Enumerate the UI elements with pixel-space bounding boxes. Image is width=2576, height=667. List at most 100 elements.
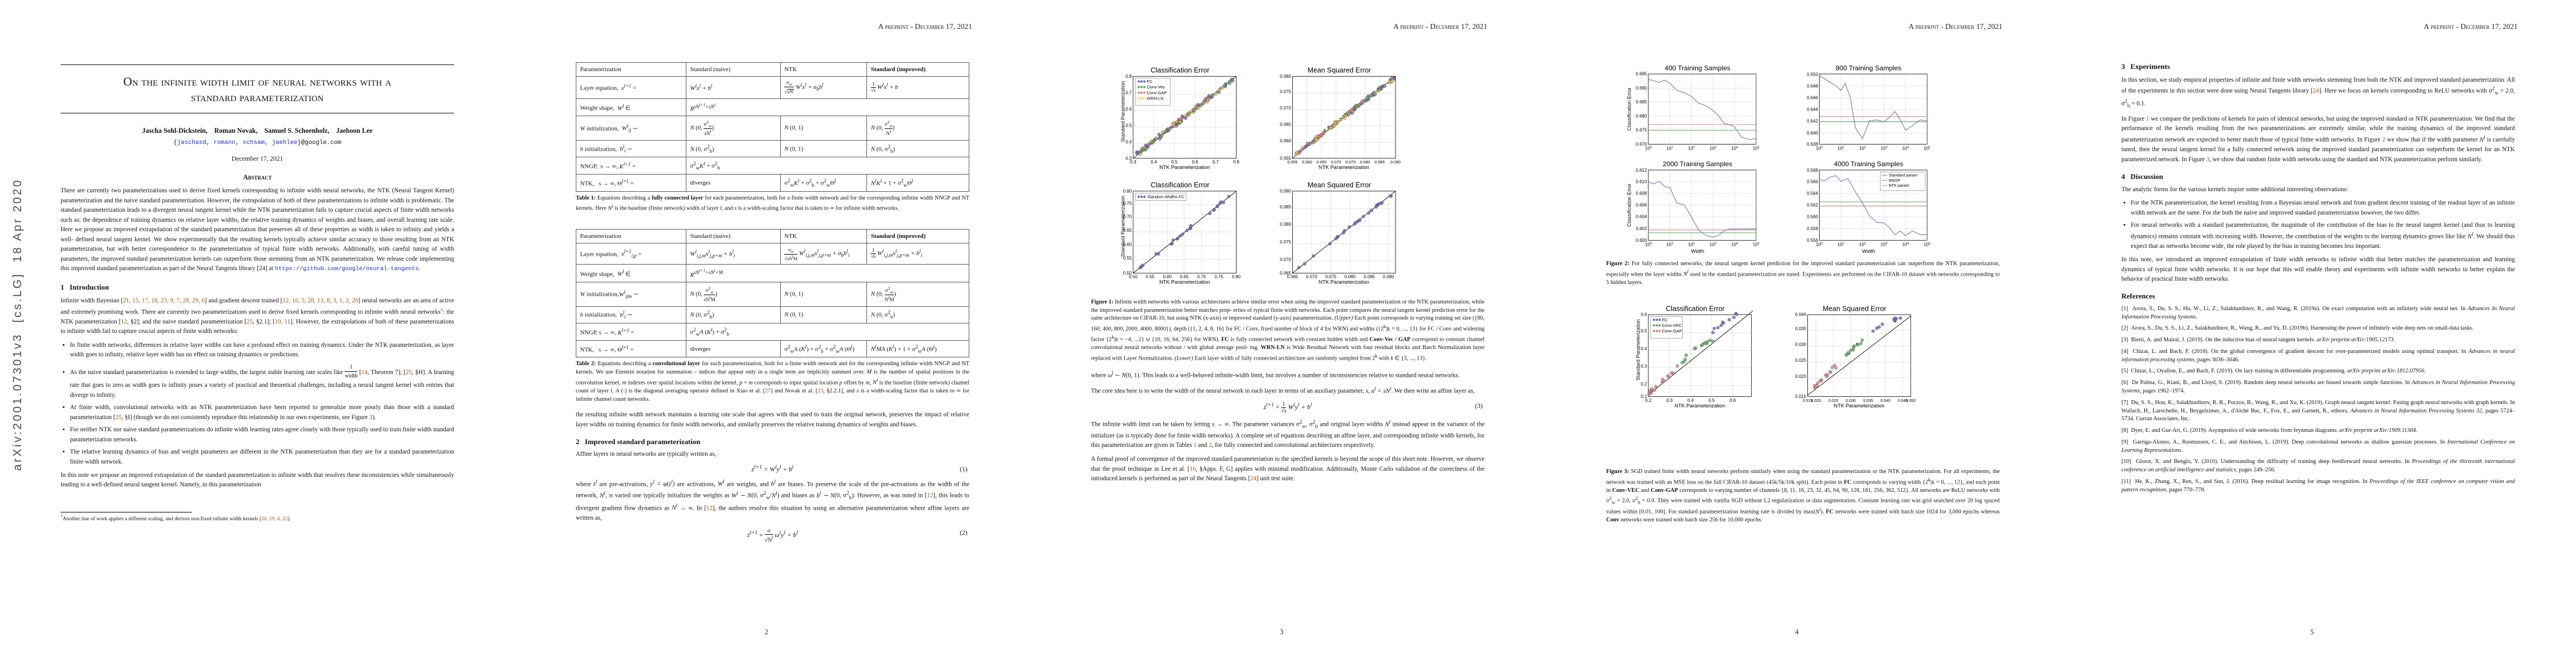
svg-text:104: 104 xyxy=(1902,242,1910,247)
svg-text:0.4: 0.4 xyxy=(1641,346,1647,351)
svg-text:Classification Error: Classification Error xyxy=(1627,88,1632,131)
svg-text:103: 103 xyxy=(1710,242,1717,247)
svg-text:104: 104 xyxy=(1731,242,1738,247)
svg-text:101: 101 xyxy=(1667,146,1673,151)
svg-text:103: 103 xyxy=(1881,242,1888,247)
svg-text:0.060: 0.060 xyxy=(1280,138,1292,143)
svg-text:0.020: 0.020 xyxy=(1811,399,1821,403)
svg-text:0.650: 0.650 xyxy=(1807,72,1818,77)
svg-text:0.562: 0.562 xyxy=(1807,203,1818,208)
svg-text:0.695: 0.695 xyxy=(1636,72,1647,77)
svg-text:FC: FC xyxy=(1662,317,1668,322)
svg-text:0.8: 0.8 xyxy=(1125,74,1132,79)
svg-text:Conv-GAP: Conv-GAP xyxy=(1147,90,1167,95)
svg-text:0.055: 0.055 xyxy=(1287,160,1297,165)
svg-text:0.5: 0.5 xyxy=(1171,160,1178,165)
svg-text:Classification Error: Classification Error xyxy=(1150,67,1209,74)
svg-text:0.80: 0.80 xyxy=(1123,188,1132,193)
svg-text:0.568: 0.568 xyxy=(1807,168,1818,173)
svg-text:0.644: 0.644 xyxy=(1807,107,1818,112)
svg-text:Standard Parameterization: Standard Parameterization xyxy=(1120,81,1126,142)
svg-text:Width: Width xyxy=(1862,248,1875,254)
svg-text:101: 101 xyxy=(1667,242,1673,247)
svg-text:0.050: 0.050 xyxy=(1906,399,1916,403)
svg-text:102: 102 xyxy=(1688,146,1695,151)
svg-text:0.55: 0.55 xyxy=(1145,275,1154,280)
svg-text:0.3: 0.3 xyxy=(1641,364,1647,369)
svg-text:103: 103 xyxy=(1710,146,1717,151)
svg-text:101: 101 xyxy=(1837,146,1844,151)
svg-text:0.085: 0.085 xyxy=(1364,275,1376,280)
svg-text:0.608: 0.608 xyxy=(1636,191,1647,196)
svg-text:0.4: 0.4 xyxy=(1150,160,1157,165)
svg-text:0.085: 0.085 xyxy=(1280,205,1292,210)
svg-text:0.090: 0.090 xyxy=(1280,188,1292,193)
svg-text:Random Widths FC: Random Widths FC xyxy=(1148,195,1185,200)
svg-text:0.090: 0.090 xyxy=(1391,160,1401,165)
svg-text:Classification Error: Classification Error xyxy=(1150,181,1209,189)
svg-text:0.060: 0.060 xyxy=(1302,160,1312,165)
svg-text:0.075: 0.075 xyxy=(1326,275,1337,280)
svg-text:Classification Error: Classification Error xyxy=(1627,183,1632,227)
svg-text:0.5: 0.5 xyxy=(1708,398,1715,403)
svg-text:0.080: 0.080 xyxy=(1280,222,1292,227)
svg-text:NTK Parameterization: NTK Parameterization xyxy=(1834,403,1885,409)
svg-text:0.5: 0.5 xyxy=(1125,123,1132,128)
svg-text:0.080: 0.080 xyxy=(1280,74,1292,79)
svg-text:0.5: 0.5 xyxy=(1641,328,1647,334)
svg-text:0.080: 0.080 xyxy=(1344,275,1356,280)
svg-text:Standard Parameterization: Standard Parameterization xyxy=(1120,196,1126,257)
svg-text:0.606: 0.606 xyxy=(1636,203,1647,208)
svg-text:0.50: 0.50 xyxy=(1129,275,1138,280)
svg-text:NNGP: NNGP xyxy=(1889,178,1900,183)
svg-text:0.648: 0.648 xyxy=(1807,84,1818,89)
svg-text:Standard param: Standard param xyxy=(1889,173,1917,178)
svg-text:Width: Width xyxy=(1691,248,1705,254)
svg-text:0.566: 0.566 xyxy=(1807,180,1818,185)
svg-text:0.610: 0.610 xyxy=(1636,180,1647,185)
svg-text:0.6: 0.6 xyxy=(1192,160,1199,165)
svg-text:101: 101 xyxy=(1837,242,1844,247)
svg-text:NTK param: NTK param xyxy=(1889,183,1909,188)
svg-text:0.612: 0.612 xyxy=(1636,168,1647,173)
svg-text:0.675: 0.675 xyxy=(1636,128,1647,133)
svg-text:0.642: 0.642 xyxy=(1807,119,1818,124)
svg-text:Conv-Vec: Conv-Vec xyxy=(1147,84,1165,89)
svg-text:NTK Parameterization: NTK Parameterization xyxy=(1319,280,1369,285)
svg-text:Mean Squared Error: Mean Squared Error xyxy=(1823,305,1886,312)
svg-text:102: 102 xyxy=(1859,146,1866,151)
svg-text:105: 105 xyxy=(1924,146,1931,151)
svg-text:0.558: 0.558 xyxy=(1807,226,1818,231)
svg-text:105: 105 xyxy=(1924,242,1931,247)
svg-text:Classification Error: Classification Error xyxy=(1666,305,1725,312)
svg-text:0.60: 0.60 xyxy=(1163,275,1172,280)
svg-text:0.035: 0.035 xyxy=(1863,399,1873,403)
svg-text:Mean Squared Error: Mean Squared Error xyxy=(1308,67,1371,74)
svg-text:102: 102 xyxy=(1688,242,1695,247)
svg-text:0.685: 0.685 xyxy=(1636,99,1647,104)
svg-text:0.6: 0.6 xyxy=(1641,312,1647,317)
svg-text:0.7: 0.7 xyxy=(1125,90,1132,95)
svg-text:104: 104 xyxy=(1902,146,1910,151)
svg-text:0.6: 0.6 xyxy=(1730,398,1736,403)
svg-text:0.640: 0.640 xyxy=(1807,131,1818,136)
svg-text:2000 Training Samples: 2000 Training Samples xyxy=(1663,160,1732,168)
svg-text:0.80: 0.80 xyxy=(1232,275,1241,280)
svg-text:0.70: 0.70 xyxy=(1197,275,1206,280)
svg-text:104: 104 xyxy=(1731,146,1738,151)
svg-text:0.070: 0.070 xyxy=(1331,160,1341,165)
svg-text:0.085: 0.085 xyxy=(1374,160,1384,165)
svg-text:0.030: 0.030 xyxy=(1795,342,1807,347)
svg-text:0.602: 0.602 xyxy=(1636,226,1647,231)
svg-text:100: 100 xyxy=(1645,146,1652,151)
svg-text:0.690: 0.690 xyxy=(1636,86,1647,91)
svg-text:103: 103 xyxy=(1881,146,1888,151)
svg-text:0.680: 0.680 xyxy=(1636,114,1647,119)
svg-text:0.090: 0.090 xyxy=(1383,275,1394,280)
svg-text:0.3: 0.3 xyxy=(1666,398,1673,403)
svg-text:4000 Training Samples: 4000 Training Samples xyxy=(1834,160,1904,168)
svg-text:0.040: 0.040 xyxy=(1795,312,1807,317)
svg-text:0.080: 0.080 xyxy=(1360,160,1370,165)
svg-text:0.065: 0.065 xyxy=(1287,275,1298,280)
svg-text:Conv-VEC: Conv-VEC xyxy=(1662,323,1682,328)
